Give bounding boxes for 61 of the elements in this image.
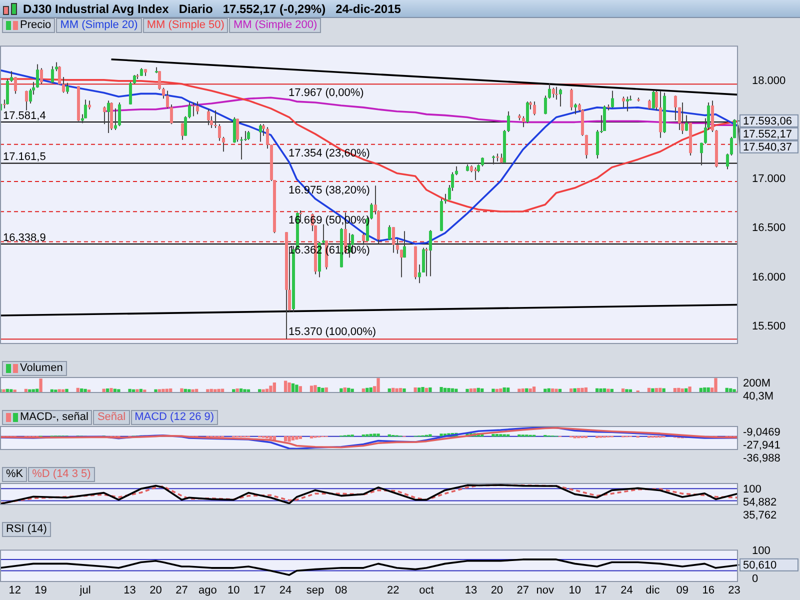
x-tick-label: jul [78,584,91,597]
chart-title: DJ30 Industrial Avg Index Diario 17.552,17 (-0,29%) 24-dic-2015 [23,2,401,16]
annotation: 17.540,37 [743,141,792,154]
y-tick-label: 100 [752,545,770,558]
y-tick-label: 16.500 [752,222,786,234]
text: MM (Simple 20) [56,18,142,33]
text: 35,762 [743,510,777,522]
text: -9,0469 [743,426,780,439]
x-tick-label: 20 [150,584,162,597]
annotation: 17.593,06 [743,115,792,128]
y-tick-label: 16.000 [752,271,786,284]
text: -27,941 [743,440,780,452]
text: 40,3M [743,390,774,403]
ref-line-label: 16.338,9 [3,232,46,244]
text: 200M [743,378,771,390]
annotation: 17.967 (0,00%) [288,87,364,100]
x-tick-label: oct [419,584,434,597]
x-tick-label: sep [306,584,324,597]
text: 54,882 [743,496,777,509]
x-tick-label: 12 [8,584,21,597]
y-tick-label: 15.500 [752,320,786,332]
x-tick-label: nov [536,584,555,597]
series-label: Señal [93,410,130,425]
x-tick-label: 27 [516,584,530,597]
series-label: MACD (12 26 9) [130,410,218,425]
annotation: 15.370 (100,00%) [288,326,376,338]
x-tick-label: 09 [676,584,688,597]
x-tick-label: 13 [124,584,136,597]
x-tick-label: 19 [34,584,47,597]
x-tick-label: 08 [335,584,348,597]
text: -36,988 [743,452,780,465]
series-label: %D (14 3 5) [28,467,95,482]
legend-label: Precio [2,18,56,33]
text: MM (Simple 50) [142,18,228,33]
x-tick-label: 27 [176,584,188,597]
x-tick-label: 22 [386,584,400,597]
text: 100 [743,484,762,496]
annotation: 50,610 [743,559,777,572]
x-tick-label: 17 [594,584,607,597]
y-tick-label: 17.000 [752,173,786,186]
x-tick-label: 10 [568,584,581,597]
text: RSI (14) [2,522,51,537]
legend-label: MACD-, señal [2,410,92,425]
x-tick-label: ago [198,584,217,597]
x-tick-label: dic [646,584,660,597]
y-tick-label: 0 [752,573,758,586]
series-label: %K [2,467,28,482]
legend-label: Volumen [2,361,67,376]
ref-line-label: 17.581,4 [3,110,46,122]
annotation: 17.552,17 [743,128,792,140]
x-tick-label: 23 [728,584,740,597]
text: MM (Simple 200) [229,18,322,33]
y-tick-label: 18.000 [752,74,786,87]
x-tick-label: 16 [702,584,714,597]
ref-line-label: 17.161,5 [3,151,46,164]
x-tick-label: 20 [490,584,504,597]
x-tick-label: 10 [228,584,240,597]
x-tick-label: 24 [279,584,292,597]
x-tick-label: 17 [253,584,266,597]
x-tick-label: 13 [464,584,478,597]
x-tick-label: 24 [620,584,633,597]
